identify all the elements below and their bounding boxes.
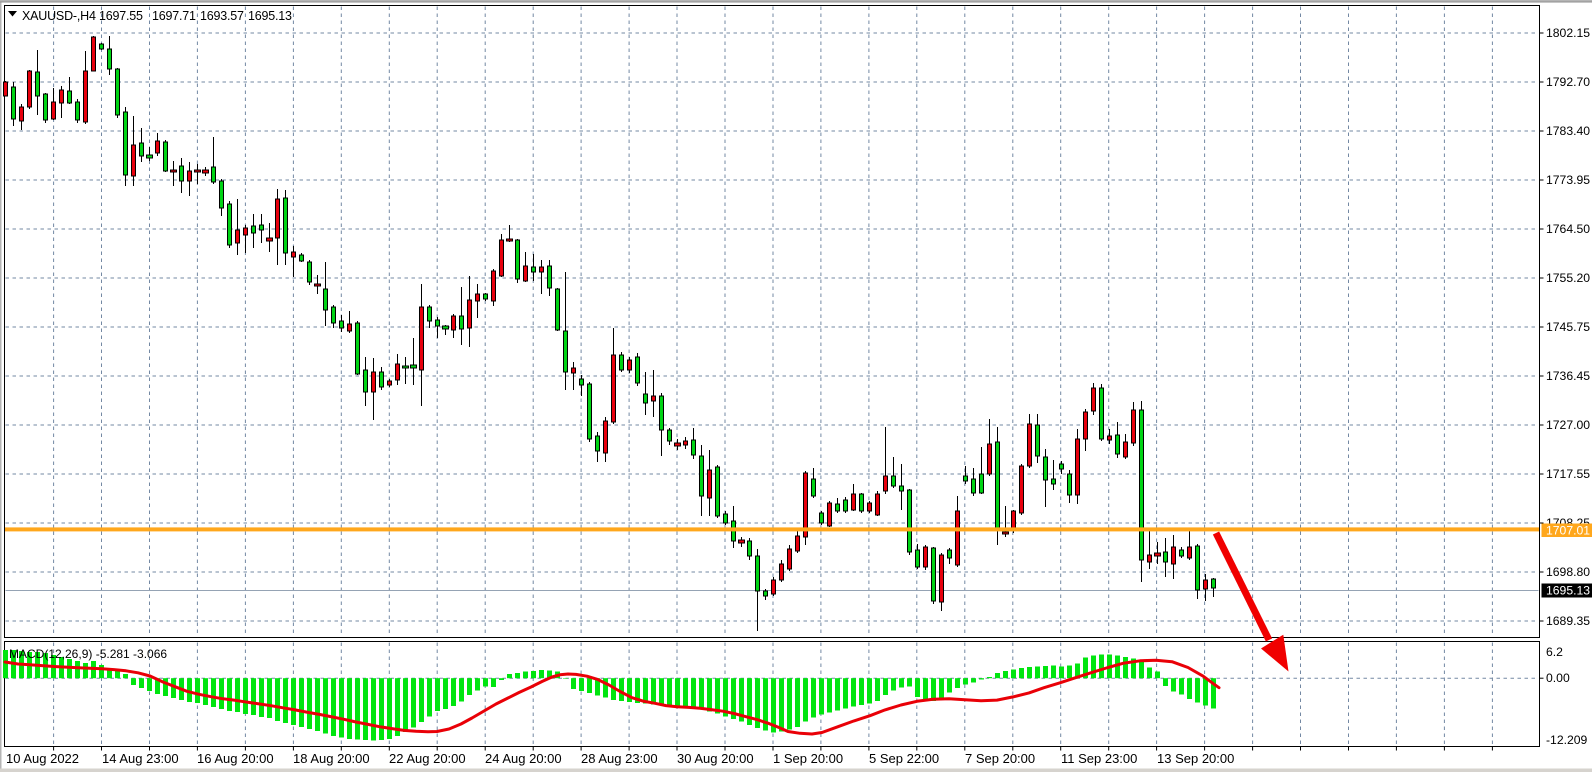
svg-text:MACD(12,26,9) -5.281 -3.066: MACD(12,26,9) -5.281 -3.066 xyxy=(9,647,167,661)
svg-text:1727.00: 1727.00 xyxy=(1546,418,1590,432)
svg-text:11 Sep 23:00: 11 Sep 23:00 xyxy=(1061,751,1137,766)
svg-text:22 Aug 20:00: 22 Aug 20:00 xyxy=(389,751,466,766)
svg-text:-12.209: -12.209 xyxy=(1546,733,1588,747)
svg-text:30 Aug 20:00: 30 Aug 20:00 xyxy=(677,751,754,766)
svg-text:1698.80: 1698.80 xyxy=(1546,565,1590,579)
svg-text:0.00: 0.00 xyxy=(1546,671,1570,685)
svg-text:28 Aug 23:00: 28 Aug 23:00 xyxy=(581,751,658,766)
svg-text:6.2: 6.2 xyxy=(1546,645,1563,659)
svg-text:18 Aug 20:00: 18 Aug 20:00 xyxy=(293,751,370,766)
svg-text:1 Sep 20:00: 1 Sep 20:00 xyxy=(773,751,843,766)
svg-text:1717.55: 1717.55 xyxy=(1546,467,1590,481)
svg-text:5 Sep 22:00: 5 Sep 22:00 xyxy=(869,751,939,766)
svg-text:1707.01: 1707.01 xyxy=(1546,524,1590,538)
svg-text:1697.55: 1697.55 xyxy=(99,9,143,23)
svg-text:14 Aug 23:00: 14 Aug 23:00 xyxy=(102,751,179,766)
svg-text:1695.13: 1695.13 xyxy=(1546,584,1590,598)
svg-text:1783.40: 1783.40 xyxy=(1546,124,1590,138)
svg-text:1773.95: 1773.95 xyxy=(1546,173,1590,187)
svg-text:1802.15: 1802.15 xyxy=(1546,26,1590,40)
svg-text:13 Sep 20:00: 13 Sep 20:00 xyxy=(1157,751,1234,766)
svg-text:1689.35: 1689.35 xyxy=(1546,614,1590,628)
svg-text:1764.50: 1764.50 xyxy=(1546,222,1590,236)
svg-text:1697.71: 1697.71 xyxy=(152,9,196,23)
svg-text:1755.20: 1755.20 xyxy=(1546,271,1590,285)
svg-text:1693.57: 1693.57 xyxy=(200,9,244,23)
svg-text:1736.45: 1736.45 xyxy=(1546,369,1590,383)
svg-text:1792.70: 1792.70 xyxy=(1546,75,1590,89)
svg-text:XAUUSD-,H4: XAUUSD-,H4 xyxy=(22,9,96,23)
svg-text:1745.75: 1745.75 xyxy=(1546,320,1590,334)
svg-text:7 Sep 20:00: 7 Sep 20:00 xyxy=(965,751,1035,766)
svg-text:16 Aug 20:00: 16 Aug 20:00 xyxy=(197,751,274,766)
svg-text:10 Aug 2022: 10 Aug 2022 xyxy=(6,751,79,766)
svg-text:24 Aug 20:00: 24 Aug 20:00 xyxy=(485,751,562,766)
svg-text:1695.13: 1695.13 xyxy=(248,9,292,23)
